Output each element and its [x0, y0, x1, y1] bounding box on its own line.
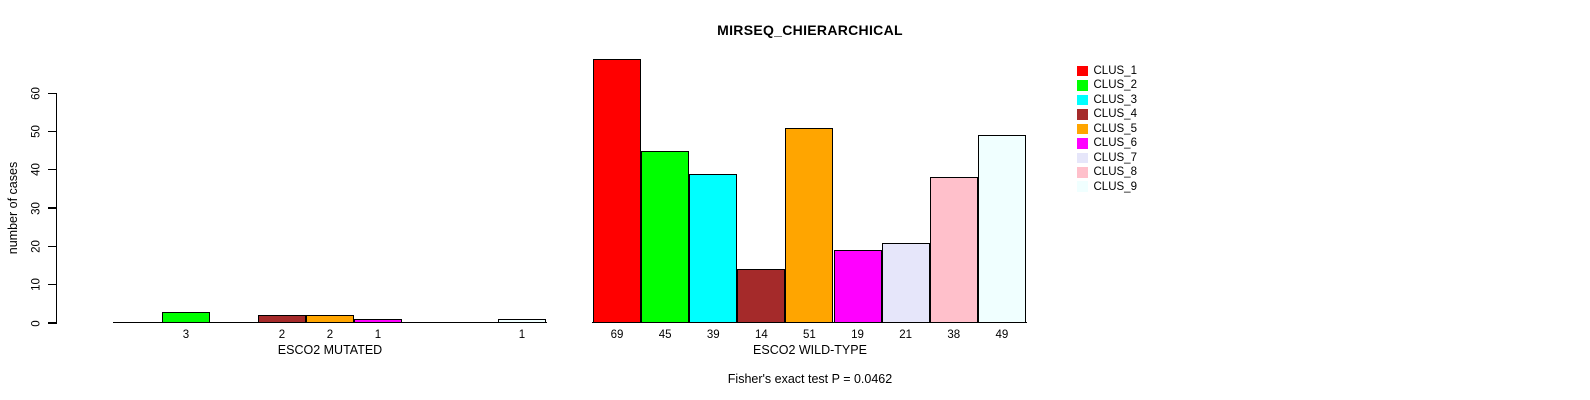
y-axis-tick-label: 30 — [30, 201, 42, 215]
legend-swatch — [1077, 94, 1088, 106]
legend-item: CLUS_2 — [1077, 78, 1137, 92]
bar-clus_5-mutated — [306, 315, 354, 323]
bar-value-label: 51 — [803, 329, 816, 341]
y-axis-tick — [48, 245, 56, 248]
bar-value-label: 2 — [326, 329, 334, 341]
y-axis-tick-label: 0 — [30, 319, 42, 327]
chart-title: MIRSEQ_CHIERARCHICAL — [717, 22, 903, 38]
bar-clus_1-wild-type — [593, 58, 642, 323]
legend-item: CLUS_5 — [1077, 122, 1137, 136]
bar-value-label: 39 — [706, 329, 720, 341]
bar-clus_3-wild-type — [689, 173, 738, 323]
legend-label: CLUS_2 — [1093, 79, 1137, 92]
bar-clus_7-wild-type — [881, 242, 930, 323]
y-axis-tick — [48, 130, 56, 133]
y-axis-tick-label: 20 — [30, 240, 42, 253]
legend-swatch — [1077, 152, 1088, 164]
legend-swatch — [1077, 181, 1088, 192]
bar-clus_2-wild-type — [641, 150, 690, 323]
y-axis-label: number of cases — [6, 161, 20, 255]
legend-item: CLUS_7 — [1077, 151, 1137, 165]
legend-swatch — [1077, 138, 1088, 149]
legend-item: CLUS_6 — [1077, 136, 1137, 150]
y-axis-tick — [48, 284, 56, 286]
legend-item: CLUS_1 — [1077, 64, 1137, 78]
legend-label: CLUS_4 — [1093, 108, 1137, 121]
legend-label: CLUS_7 — [1093, 151, 1137, 164]
legend-swatch — [1077, 167, 1088, 178]
bar-value-label: 19 — [851, 329, 864, 341]
bar-value-label: 2 — [278, 329, 286, 341]
legend-swatch — [1077, 123, 1088, 135]
fisher-test-annotation: Fisher's exact test P = 0.0462 — [727, 372, 893, 386]
y-axis-tick-label: 50 — [30, 125, 42, 138]
bar-clus_8-wild-type — [929, 177, 978, 323]
bar-value-label: 21 — [899, 329, 913, 341]
y-axis-tick-label: 40 — [30, 163, 42, 177]
legend-item: CLUS_9 — [1077, 180, 1137, 194]
bar-value-label: 45 — [658, 329, 672, 341]
bar-value-label: 1 — [518, 329, 526, 341]
bar-clus_5-wild-type — [785, 127, 834, 323]
legend-item: CLUS_8 — [1077, 165, 1137, 179]
legend-swatch — [1077, 109, 1088, 120]
y-axis-tick — [48, 207, 56, 209]
legend-item: CLUS_3 — [1077, 93, 1137, 107]
legend-swatch — [1077, 80, 1088, 91]
bar-value-label: 49 — [995, 329, 1009, 341]
y-axis-tick-label: 60 — [30, 86, 42, 100]
y-axis-tick-label: 10 — [30, 278, 42, 292]
legend-label: CLUS_5 — [1093, 122, 1137, 135]
y-axis-tick — [48, 322, 56, 324]
bar-value-label: 38 — [947, 329, 961, 341]
legend-label: CLUS_9 — [1093, 180, 1137, 193]
group-label-esco2-wild-type: ESCO2 WILD-TYPE — [753, 343, 867, 357]
bar-clus_9-mutated — [498, 319, 546, 323]
y-axis-tick — [48, 92, 56, 94]
legend-label: CLUS_8 — [1093, 166, 1137, 179]
legend-label: CLUS_1 — [1093, 65, 1137, 77]
bar-value-label: 3 — [182, 329, 190, 341]
bar-clus_4-mutated — [258, 315, 306, 323]
legend-item: CLUS_4 — [1077, 107, 1137, 121]
bar-clus_9-wild-type — [977, 135, 1026, 323]
bar-value-label: 14 — [754, 329, 768, 341]
y-axis-tick — [48, 169, 56, 171]
y-axis-line — [56, 93, 58, 324]
bar-clus_4-wild-type — [737, 269, 786, 323]
bar-value-label: 1 — [374, 329, 382, 341]
legend-label: CLUS_6 — [1093, 137, 1137, 150]
group-label-esco2-mutated: ESCO2 MUTATED — [277, 343, 383, 357]
legend: CLUS_1 CLUS_2 CLUS_3 CLUS_4 CLUS_5 CLUS_6 CLUS… — [1077, 64, 1137, 194]
legend-label: CLUS_3 — [1093, 93, 1137, 106]
bar-clus_2-mutated — [162, 311, 210, 323]
legend-swatch — [1077, 65, 1088, 77]
bar-clus_6-mutated — [354, 319, 402, 323]
bar-clus_6-wild-type — [833, 250, 882, 323]
bar-value-label: 69 — [610, 329, 624, 341]
